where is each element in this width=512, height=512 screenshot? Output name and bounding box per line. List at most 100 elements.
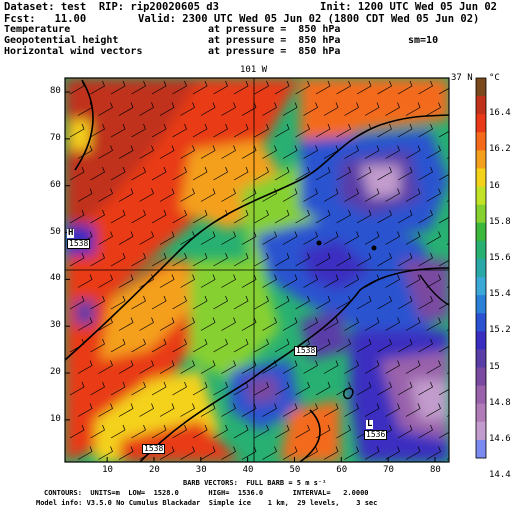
wind-barb: [159, 317, 175, 331]
wind-barb: [180, 102, 195, 116]
wind-barb: [69, 80, 85, 95]
wind-barb: [139, 274, 154, 288]
colorbar-label: 15.8: [489, 216, 511, 227]
wind-barb: [131, 424, 146, 439]
wind-barb: [397, 209, 413, 224]
wind-barb: [418, 295, 433, 310]
wind-barb: [274, 381, 290, 396]
wind-barb: [98, 102, 113, 116]
contour-label-1: 1538: [67, 239, 91, 249]
wind-barb: [139, 403, 154, 417]
y-tick-label: 70: [50, 132, 61, 143]
wind-barb: [405, 317, 421, 331]
wind-barb: [344, 360, 359, 374]
colorbar-swatch: [476, 96, 486, 115]
wind-barb: [139, 360, 154, 374]
wind-barb: [295, 123, 310, 138]
wind-barb: [110, 166, 126, 181]
wind-barb: [77, 274, 93, 288]
wind-barb: [118, 317, 134, 331]
wind-barb: [110, 209, 126, 224]
wind-barb: [323, 446, 339, 460]
wind-barb: [221, 317, 236, 331]
wind-barb: [98, 231, 113, 245]
wind-barb: [139, 231, 154, 245]
wind-barb: [77, 360, 93, 374]
wind-barb: [69, 338, 85, 353]
wind-barb: [282, 145, 298, 159]
wind-barb: [356, 381, 372, 396]
wind-barb: [118, 231, 134, 245]
colorbar-swatch: [476, 349, 486, 369]
wind-barb: [262, 403, 277, 417]
colorbar-unit: °C: [489, 73, 500, 83]
wind-barb: [274, 424, 290, 439]
wind-barb: [262, 145, 277, 159]
wind-barb: [364, 403, 380, 417]
wind-barb: [364, 102, 380, 116]
colorbar: [475, 77, 487, 459]
wind-barb: [172, 123, 187, 138]
wind-barb: [77, 446, 93, 460]
contour-legend: CONTOURS: UNITS=m LOW= 1528.0 HIGH= 1536…: [44, 489, 369, 497]
wind-barb: [274, 338, 290, 353]
wind-barb: [364, 231, 380, 245]
wind-barb: [69, 166, 85, 181]
wind-barb: [426, 231, 441, 245]
wind-barb: [295, 166, 310, 181]
wind-barb: [274, 166, 290, 181]
wind-barb: [254, 123, 269, 138]
wind-barb: [213, 338, 228, 353]
wind-barb: [221, 188, 236, 202]
wind-barb: [159, 102, 175, 116]
wind-barb: [356, 166, 372, 181]
wind-barb: [233, 166, 249, 181]
wind-barb: [438, 388, 449, 396]
colorbar-frame: [475, 77, 487, 459]
wind-barb: [315, 80, 331, 95]
wind-barb: [315, 424, 331, 439]
wind-barb: [303, 145, 318, 159]
wind-barbs: [69, 80, 449, 460]
wind-barb: [274, 123, 290, 138]
wind-barb: [77, 188, 93, 202]
wind-barb: [131, 80, 146, 95]
wind-barb: [254, 381, 269, 396]
wind-barb: [139, 188, 154, 202]
wind-barb: [221, 231, 236, 245]
wind-barb: [110, 252, 126, 267]
wind-barb: [254, 166, 269, 181]
longitude-label: 101 W: [240, 65, 268, 75]
wind-barb: [254, 338, 269, 353]
wind-barb: [418, 252, 433, 267]
wind-barb: [282, 403, 298, 417]
wind-barb: [364, 446, 380, 460]
init-label: Init: 1200 UTC Wed 05 Jun 02: [320, 1, 498, 13]
wind-barb: [295, 381, 310, 396]
x-tick-label: 10: [102, 465, 113, 475]
wind-barb: [131, 209, 146, 224]
wind-barb: [151, 424, 167, 439]
wind-barb: [110, 424, 126, 439]
wind-barb: [241, 274, 257, 288]
valid-label: Valid: 2300 UTC Wed 05 Jun 02 (1800 CDT …: [138, 13, 480, 25]
wind-barb: [192, 209, 208, 224]
wind-barb: [159, 274, 175, 288]
wind-barb: [295, 295, 310, 310]
wind-barb: [364, 360, 380, 374]
wind-barb: [110, 80, 126, 95]
wind-barb: [418, 80, 433, 95]
wind-barb: [315, 166, 331, 181]
colorbar-swatch: [476, 150, 486, 169]
wind-barb: [356, 295, 372, 310]
wind-barb: [118, 446, 134, 460]
wind-barb: [344, 317, 359, 331]
wind-barb: [336, 381, 351, 396]
wind-barb: [438, 130, 449, 138]
wind-barb: [110, 338, 126, 353]
wind-barb: [90, 424, 105, 439]
high-marker: H: [67, 228, 75, 238]
wind-barb: [405, 274, 421, 288]
wind-barb: [139, 145, 154, 159]
field3-level: at pressure = 850 hPa: [208, 46, 341, 57]
